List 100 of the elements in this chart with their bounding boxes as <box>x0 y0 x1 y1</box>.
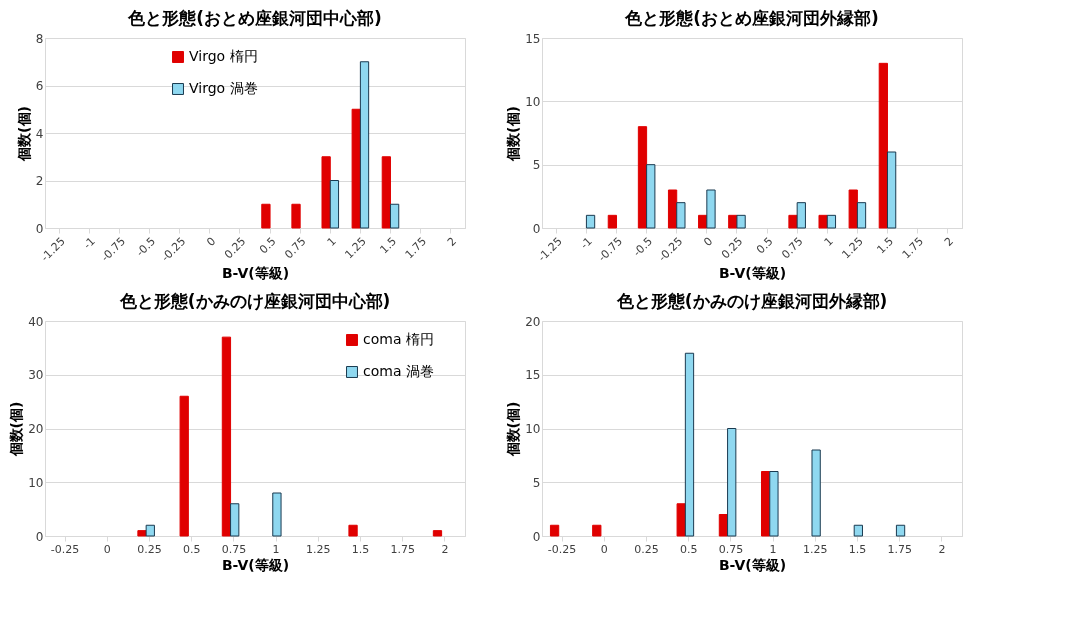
bar <box>329 180 340 229</box>
bar <box>389 203 400 229</box>
bar <box>811 449 821 537</box>
x-axis-title: B-V(等級) <box>718 556 787 573</box>
bar <box>736 214 746 229</box>
bar <box>137 530 147 537</box>
y-axis-title: 個数(個) <box>505 401 522 458</box>
y-tick-label: 2 <box>35 174 44 188</box>
bar <box>145 524 155 537</box>
bar <box>676 202 686 229</box>
x-tick-label: -1 <box>80 234 98 252</box>
x-tick-label: 0.25 <box>634 542 659 556</box>
x-axis-title: B-V(等級) <box>221 265 290 282</box>
x-tick-label: 0 <box>701 234 716 249</box>
legend-label: coma 楕円 <box>363 331 434 347</box>
bar <box>856 202 867 229</box>
chart-title: 色と形態(かみのけ座銀河団中心部) <box>118 291 391 311</box>
y-tick-label: 20 <box>28 422 44 436</box>
legend-label: Virgo 楕円 <box>189 48 258 64</box>
y-tick-label: 10 <box>28 475 44 490</box>
x-tick-label: -0.5 <box>630 234 656 260</box>
x-tick-label: 1 <box>821 234 836 249</box>
bar <box>646 164 656 229</box>
x-tick-label: 0.5 <box>679 542 698 556</box>
x-tick-label: -1 <box>577 234 595 252</box>
chart-title: 色と形態(かみのけ座銀河団外縁部) <box>615 291 888 311</box>
bar <box>895 524 906 537</box>
bar <box>549 524 560 537</box>
legend-label: Virgo 渦巻 <box>189 80 258 96</box>
y-tick-label: 8 <box>35 31 44 46</box>
y-tick-label: 15 <box>525 368 541 383</box>
x-axis-title: B-V(等級) <box>718 265 787 282</box>
x-axis-title: B-V(等級) <box>221 556 290 573</box>
x-tick-label: -0.25 <box>547 542 577 556</box>
bar <box>706 189 716 229</box>
y-tick-label: 30 <box>28 368 44 383</box>
x-tick-label: 2 <box>942 234 957 249</box>
bar <box>432 530 443 537</box>
chart-title: 色と形態(おとめ座銀河団外縁部) <box>624 8 879 28</box>
bar <box>878 62 888 229</box>
y-tick-label: 0 <box>35 529 44 544</box>
y-tick-label: 10 <box>525 94 541 109</box>
bar <box>788 214 798 229</box>
bar <box>351 108 361 229</box>
x-tick-label: 2 <box>445 234 460 249</box>
x-tick-label: 2 <box>441 542 449 556</box>
bar <box>179 395 189 537</box>
y-tick-label: 0 <box>35 221 44 236</box>
x-tick-label: 1.5 <box>351 542 370 556</box>
x-tick-label: 1.25 <box>306 542 331 556</box>
x-tick-label: 0.5 <box>753 234 776 257</box>
bar <box>667 189 678 229</box>
x-tick-label: 0 <box>600 542 608 556</box>
legend-label: coma 渦巻 <box>363 363 434 379</box>
y-tick-label: 5 <box>532 475 541 490</box>
bar <box>272 492 282 537</box>
bar <box>637 126 648 229</box>
x-tick-label: -0.5 <box>133 234 159 260</box>
y-tick-label: 40 <box>28 314 44 329</box>
bar <box>230 503 240 537</box>
x-tick-label: 1.5 <box>848 542 867 556</box>
bar <box>818 214 828 229</box>
bar <box>848 189 858 229</box>
bar <box>291 203 301 229</box>
x-tick-label: 1.25 <box>803 542 828 556</box>
x-tick-label: 1 <box>272 542 280 556</box>
y-axis-title: 個数(個) <box>505 106 522 162</box>
bar <box>321 156 331 229</box>
y-tick-label: 6 <box>35 79 44 93</box>
bar <box>727 428 737 537</box>
x-tick-label: 0 <box>103 542 111 556</box>
bar <box>221 336 232 537</box>
bar <box>359 61 370 229</box>
bar <box>261 203 271 229</box>
bar <box>853 524 863 537</box>
y-tick-label: 0 <box>532 529 541 544</box>
y-axis-title: 個数(個) <box>8 401 25 458</box>
x-tick-label: -0.25 <box>50 542 80 556</box>
x-tick-label: 0.5 <box>182 542 201 556</box>
x-tick-label: 1 <box>324 234 339 249</box>
bar <box>769 471 779 537</box>
bar <box>585 214 596 229</box>
y-tick-label: 5 <box>532 158 541 173</box>
bar <box>607 214 618 229</box>
bar <box>886 151 897 229</box>
x-tick-label: 0.75 <box>718 542 744 556</box>
bar <box>592 524 602 537</box>
x-tick-label: 1.5 <box>874 234 896 257</box>
x-tick-label: 1.5 <box>377 234 399 257</box>
x-tick-label: 2 <box>938 542 946 556</box>
x-tick-label: 1 <box>769 542 777 556</box>
bar <box>348 524 358 537</box>
bar <box>684 352 695 537</box>
y-tick-label: 4 <box>35 126 44 141</box>
bar <box>796 202 806 229</box>
bar <box>676 503 686 537</box>
x-tick-label: 0 <box>204 234 219 249</box>
bar <box>381 156 391 229</box>
x-tick-label: 1.75 <box>887 542 912 556</box>
bar <box>826 214 837 229</box>
